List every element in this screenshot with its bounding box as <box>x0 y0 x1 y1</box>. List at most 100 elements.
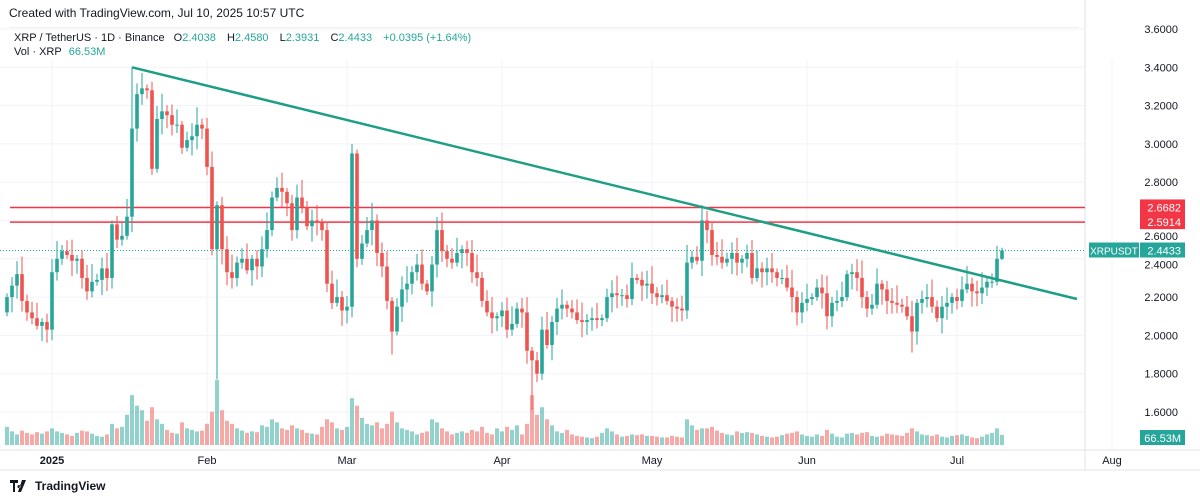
candle-body <box>120 235 124 240</box>
candle-body <box>800 302 804 313</box>
volume-bar <box>530 395 534 445</box>
candle <box>940 295 944 334</box>
candle-body <box>915 302 919 332</box>
high-value: 2.4580 <box>234 32 269 44</box>
candle-body <box>595 318 599 321</box>
candle <box>50 259 54 341</box>
volume-bar <box>710 426 714 445</box>
candle <box>190 123 194 156</box>
candle-body <box>375 220 379 254</box>
candle-body <box>60 251 64 259</box>
candle-body <box>775 272 779 278</box>
time-tick-label: Jun <box>798 455 816 467</box>
volume-bar <box>145 420 149 445</box>
change-value: +0.0395 (+1.64%) <box>383 32 472 44</box>
candle <box>910 300 914 353</box>
candle-body <box>315 220 319 223</box>
candle-body <box>65 251 69 255</box>
time-tick-label: 2025 <box>40 455 64 467</box>
candle-body <box>680 308 684 311</box>
candle-body <box>830 302 834 317</box>
volume-bar <box>575 435 579 445</box>
candle-body <box>330 283 334 303</box>
candle-body <box>900 304 904 307</box>
candle <box>705 210 709 244</box>
candle-body <box>415 264 419 273</box>
candle <box>615 275 619 309</box>
candle-body <box>655 293 659 298</box>
candle-body <box>340 297 344 311</box>
candle <box>855 259 859 291</box>
candle-body <box>210 166 214 250</box>
price-tick-label: 3.0000 <box>1144 139 1178 151</box>
volume-bar <box>405 429 409 445</box>
volume-bar <box>770 437 774 445</box>
volume-bar <box>995 428 999 445</box>
volume-bar <box>775 436 779 445</box>
candle <box>360 235 364 265</box>
candle <box>805 283 809 312</box>
candle-body <box>110 224 114 278</box>
candle <box>235 256 239 287</box>
candle <box>675 298 679 322</box>
candle <box>125 199 129 240</box>
close-value: 2.4433 <box>338 32 373 44</box>
volume-value: 66.53M <box>68 46 106 58</box>
price-tick-label: 1.8000 <box>1144 369 1178 381</box>
volume-bar <box>785 433 789 445</box>
volume-bar <box>240 430 244 445</box>
candle <box>340 290 344 326</box>
candle <box>780 269 784 285</box>
volume-bar <box>120 426 124 445</box>
volume-bar <box>505 426 509 445</box>
volume-bar <box>200 430 204 445</box>
candle-body <box>785 277 789 288</box>
candle-body <box>320 222 324 231</box>
volume-bar <box>795 431 799 445</box>
volume-bar <box>205 423 209 445</box>
time-tick-label: Feb <box>198 455 217 467</box>
candle-body <box>245 258 249 271</box>
candle-body <box>100 268 104 280</box>
volume-bar <box>880 435 884 445</box>
volume-bar <box>370 425 374 445</box>
candle-body <box>955 297 959 301</box>
symbol-title[interactable]: XRP / TetherUS · 1D · Binance <box>14 32 165 44</box>
candle <box>990 273 994 288</box>
candle-body <box>275 187 279 198</box>
created-with-text: Created with TradingView.com, Jul 10, 20… <box>9 6 305 20</box>
candle-body <box>990 281 994 283</box>
candle-body <box>205 128 209 167</box>
candle-body <box>810 297 814 300</box>
volume-bar <box>515 425 519 445</box>
candle <box>460 245 464 269</box>
volume-bar <box>950 435 954 445</box>
candle <box>755 250 759 282</box>
candle <box>395 298 399 336</box>
candle-body <box>310 220 314 227</box>
volume-bar <box>440 428 444 445</box>
candle <box>645 270 649 299</box>
candle <box>915 299 919 345</box>
last-price-badge: 2.4433 <box>1140 242 1185 258</box>
candle <box>380 242 384 278</box>
price-tick-label: 2.8000 <box>1144 177 1178 189</box>
candle <box>320 218 324 241</box>
candle <box>930 279 934 313</box>
symbol-badge-bg <box>1089 242 1139 258</box>
candle-body <box>165 111 169 116</box>
candle-body <box>480 277 484 301</box>
volume-bar <box>450 434 454 445</box>
volume-bar <box>960 434 964 445</box>
candle-body <box>295 197 299 231</box>
candle <box>355 149 359 268</box>
candle <box>545 312 549 349</box>
candle-body <box>90 281 94 292</box>
candle <box>560 289 564 320</box>
price-tick-label: 2.2000 <box>1144 292 1178 304</box>
volume-label[interactable]: Vol · XRP <box>14 46 62 58</box>
candle-body <box>860 277 864 298</box>
candle <box>585 313 589 336</box>
volume-bar <box>155 419 159 445</box>
